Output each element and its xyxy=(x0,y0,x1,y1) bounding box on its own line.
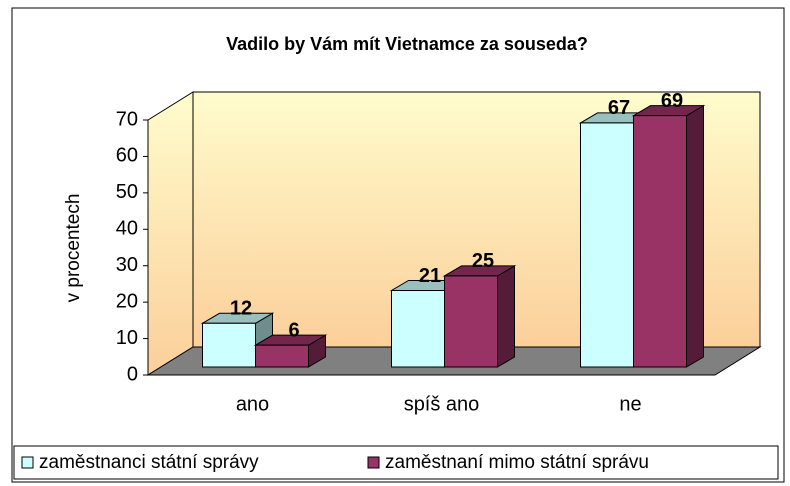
x-tick-label: spíš ano xyxy=(404,393,480,415)
data-label: 21 xyxy=(419,265,441,287)
bar-side xyxy=(497,265,515,368)
x-tick-label: ano xyxy=(236,393,269,415)
y-tick-label: 60 xyxy=(116,145,138,167)
y-tick-label: 0 xyxy=(127,363,138,385)
plot-area: 0 10 20 30 40 50 60 70 ano 12 6 spíš ano 21 25 ne 67 69 xyxy=(116,90,762,415)
x-tick-label: ne xyxy=(619,393,641,415)
y-axis-label: v procentech xyxy=(63,194,84,303)
legend-items: zaměstnanci státní správy zaměstnaní mimo… xyxy=(21,452,649,473)
legend-swatch xyxy=(367,456,380,469)
data-label: 67 xyxy=(608,97,630,119)
bar-front xyxy=(633,115,687,368)
side-wall xyxy=(147,91,194,376)
data-label: 12 xyxy=(230,298,252,320)
legend-label: zaměstnanci státní správy xyxy=(39,452,259,473)
legend xyxy=(13,445,779,480)
bar xyxy=(253,334,328,368)
bar-front xyxy=(444,275,498,368)
y-tick-label: 10 xyxy=(116,327,138,349)
y-tick-label: 30 xyxy=(116,254,138,276)
y-tick-label: 50 xyxy=(116,181,138,203)
bar-front xyxy=(255,344,309,368)
bar-front xyxy=(391,290,445,368)
data-label: 25 xyxy=(472,250,494,272)
bar-front xyxy=(202,322,256,368)
y-tick-label: 70 xyxy=(116,108,138,130)
bar xyxy=(442,265,517,368)
bar xyxy=(631,104,706,368)
chart-title: Vadilo by Vám mít Vietnamce za souseda? xyxy=(226,34,588,54)
data-label: 69 xyxy=(661,90,683,112)
data-label: 6 xyxy=(288,319,299,341)
legend-label: zaměstnaní mimo státní správu xyxy=(385,452,649,473)
bar-front xyxy=(580,122,634,368)
y-tick-label: 40 xyxy=(116,218,138,240)
bar-side xyxy=(686,104,704,368)
y-tick-label: 20 xyxy=(116,290,138,312)
legend-swatch xyxy=(21,456,34,469)
